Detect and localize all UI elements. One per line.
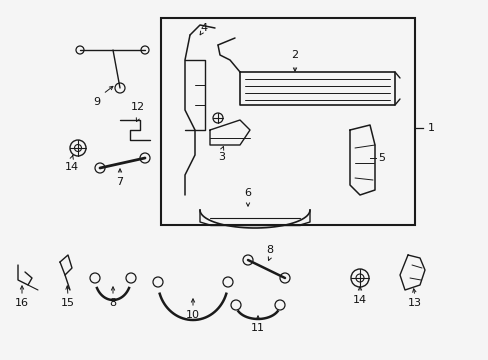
- Text: 8: 8: [109, 298, 116, 308]
- Text: 13: 13: [407, 298, 421, 308]
- Text: 14: 14: [352, 295, 366, 305]
- Text: 2: 2: [291, 50, 298, 60]
- Text: 14: 14: [65, 162, 79, 172]
- Text: 8: 8: [266, 245, 273, 255]
- Text: 1: 1: [427, 123, 434, 133]
- Text: 4: 4: [200, 23, 207, 33]
- Text: 12: 12: [131, 102, 145, 112]
- Text: 11: 11: [250, 323, 264, 333]
- Text: 7: 7: [116, 177, 123, 187]
- Text: 9: 9: [93, 97, 101, 107]
- Text: 5: 5: [377, 153, 384, 163]
- Text: 16: 16: [15, 298, 29, 308]
- Text: 15: 15: [61, 298, 75, 308]
- Text: 10: 10: [185, 310, 200, 320]
- Text: 3: 3: [218, 152, 225, 162]
- Bar: [161, 18, 414, 225]
- Text: 6: 6: [244, 188, 251, 198]
